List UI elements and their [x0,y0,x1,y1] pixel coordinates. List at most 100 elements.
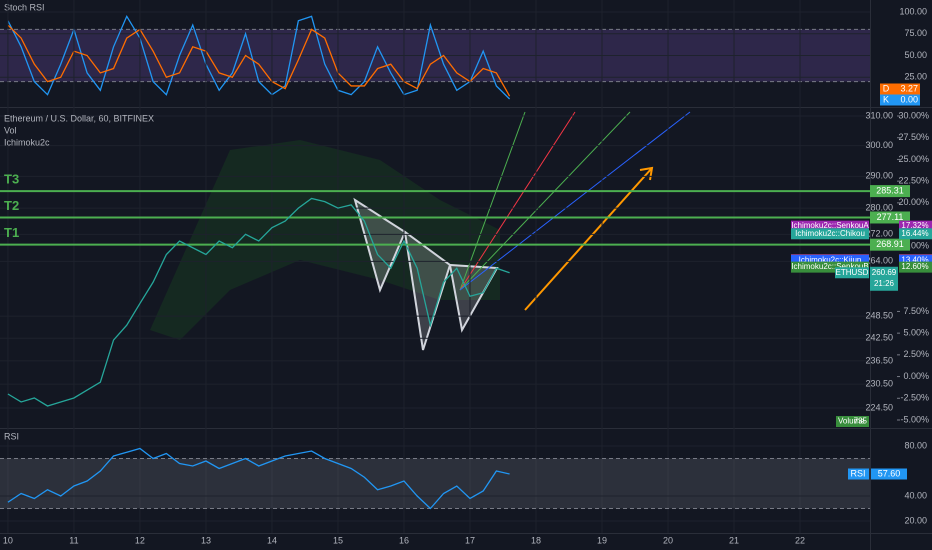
x-tick-label: 11 [69,535,78,545]
marker-value: 13.40% [901,255,928,264]
level-value: 285.31 [876,185,904,195]
marker-value-badge [899,220,932,232]
x-tick-label: 17 [465,535,475,545]
level-label: T1 [4,225,19,240]
band [0,458,870,509]
y2-tick-label: 27.50% [898,132,929,142]
fan-line [459,111,526,291]
time-label: 21:26 [874,279,895,288]
marker-name: Ichimoku2c::SenkouB [791,262,868,271]
series-name: RSI [850,468,865,478]
y-tick-label: 50.00 [904,50,927,60]
series-line [7,24,511,97]
y-tick-label: 75.00 [904,28,927,38]
pattern-triangle [448,263,499,333]
y2-tick-label: 20.00% [898,197,929,207]
y-tick-label: 230.50 [865,379,893,389]
x-tick-label: 12 [135,535,145,545]
y2-tick-label: 2.50% [903,349,929,359]
marker-name: Ichimoku2c::SenkouA [791,221,869,230]
y-tick-label: 20.00 [904,515,927,525]
y2-tick-label: 0.00% [903,371,929,381]
marker-name: Ichimoku2c::Kijun [799,255,862,264]
y-tick-label: 242.50 [865,333,893,343]
marker-name-badge [791,254,869,266]
x-tick-label: 10 [3,535,13,545]
level-value: 268.91 [876,239,904,249]
y2-tick-label: 25.00% [898,154,929,164]
value-badge [880,83,920,95]
level-value: 277.11 [877,212,904,222]
level-badge [870,185,910,198]
y2-tick-label: -5.00% [900,414,929,424]
x-tick-label: 18 [531,535,541,545]
value-label: 57.60 [878,468,901,478]
x-tick-label: 16 [399,535,409,545]
series-name-badge [835,267,869,279]
series-name: ETHUSD [836,268,869,277]
y-tick-label: 224.50 [865,402,893,412]
x-tick-label: 15 [333,535,343,545]
series-name: D [883,83,890,93]
marker-value: 16.44% [901,229,928,238]
marker-value-badge [899,254,932,266]
x-tick-label: 13 [201,535,211,545]
marker-name-badge [791,228,869,240]
marker-value: 12.60% [901,262,928,271]
y-tick-label: 236.50 [865,355,893,365]
y-tick-label: 310.00 [865,110,893,120]
y-tick-label: 80.00 [904,440,927,450]
value-label: 3.27 [900,83,918,93]
level-badge [870,211,910,224]
marker-value-badge [899,228,932,240]
y2-tick-label: 5.00% [903,328,929,338]
value-label: 0.00 [900,94,918,104]
value-badge [871,468,907,480]
y-tick-label: 300.00 [865,140,893,150]
volume-name: Volume [838,417,865,426]
series-line [7,14,511,100]
x-tick-label: 20 [663,535,673,545]
fan-line [459,111,691,291]
marker-name-badge [791,220,869,232]
volume-badge [836,416,869,427]
panel-title: Ethereum / U.S. Dollar, 60, BITFINEX [4,113,154,123]
value-badge [870,266,898,291]
x-tick-label: 14 [267,535,277,545]
y-tick-label: 40.00 [904,490,927,500]
series-name-badge [848,468,869,480]
y2-tick-label: 7.50% [903,306,929,316]
y2-tick-label: -2.50% [900,393,929,403]
marker-value: 17.32% [901,221,928,230]
level-badge [870,238,910,251]
x-tick-label: 21 [729,535,739,545]
fan-line [459,111,576,291]
panel-subtitle: Ichimoku2c [4,137,50,147]
y-tick-label: 280.00 [865,202,893,212]
panel-title: Stoch RSI [4,2,45,12]
panel-title: RSI [4,431,19,441]
marker-name-badge [791,261,869,273]
marker-name: Ichimoku2c::Chikou [795,229,865,238]
volume-value: 735 [854,417,868,426]
ichimoku-cloud [150,140,500,340]
y-tick-label: 25.00 [904,72,927,82]
series-name: K [883,94,889,104]
value-badge [880,94,920,106]
y-tick-label: 264.00 [865,256,893,266]
x-tick-label: 19 [597,535,607,545]
y-tick-label: 248.50 [865,310,893,320]
level-label: T2 [4,198,19,213]
panel-subtitle: Vol [4,125,17,135]
marker-value-badge [899,261,932,273]
level-label: T3 [4,172,19,187]
y-tick-label: 290.00 [865,171,893,181]
series-line [7,447,510,510]
y-tick-label: 100.00 [899,6,927,16]
y2-tick-label: 15.00% [898,241,929,251]
y2-tick-label: 22.50% [898,176,929,186]
x-tick-label: 22 [795,535,805,545]
